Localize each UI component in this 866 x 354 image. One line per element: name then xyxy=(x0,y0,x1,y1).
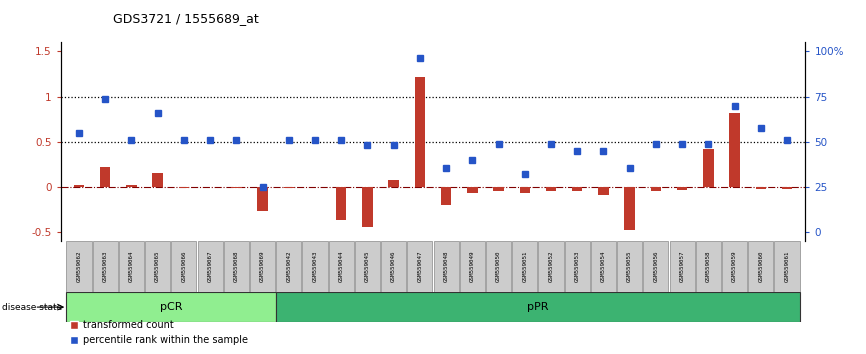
Bar xyxy=(336,187,346,220)
Text: GSM559058: GSM559058 xyxy=(706,251,711,282)
Text: GSM559068: GSM559068 xyxy=(234,251,239,282)
Bar xyxy=(66,292,275,322)
Text: GSM559066: GSM559066 xyxy=(181,251,186,282)
Bar xyxy=(257,187,268,211)
Bar xyxy=(591,241,616,292)
Bar xyxy=(362,187,372,227)
Text: GSM559043: GSM559043 xyxy=(313,251,318,282)
Bar xyxy=(539,241,564,292)
Text: GSM559045: GSM559045 xyxy=(365,251,370,282)
Bar xyxy=(729,113,740,187)
Bar xyxy=(415,77,425,187)
Text: GSM559054: GSM559054 xyxy=(601,251,606,282)
Bar xyxy=(152,173,163,187)
Text: GSM559051: GSM559051 xyxy=(522,251,527,282)
Bar xyxy=(231,187,242,188)
Bar xyxy=(93,241,118,292)
Bar xyxy=(669,241,695,292)
Bar xyxy=(250,241,275,292)
Bar xyxy=(572,187,583,191)
Text: GSM559069: GSM559069 xyxy=(260,251,265,282)
Bar xyxy=(494,187,504,191)
Text: GSM559047: GSM559047 xyxy=(417,251,423,282)
Text: GSM559062: GSM559062 xyxy=(76,251,81,282)
Text: GSM559046: GSM559046 xyxy=(391,251,396,282)
Text: GSM559067: GSM559067 xyxy=(208,251,212,282)
Text: pPR: pPR xyxy=(527,302,549,312)
Bar xyxy=(100,167,111,187)
Text: GSM559065: GSM559065 xyxy=(155,251,160,282)
Bar xyxy=(677,187,688,190)
Bar xyxy=(512,241,538,292)
Text: GSM559050: GSM559050 xyxy=(496,251,501,282)
Bar xyxy=(650,187,661,191)
Bar xyxy=(223,241,249,292)
Bar xyxy=(703,149,714,187)
Text: GSM559042: GSM559042 xyxy=(287,251,291,282)
Text: GSM559048: GSM559048 xyxy=(443,251,449,282)
Text: disease state: disease state xyxy=(2,303,62,312)
Text: GSM559057: GSM559057 xyxy=(680,251,685,282)
Text: GSM559056: GSM559056 xyxy=(654,251,658,282)
Text: GSM559064: GSM559064 xyxy=(129,251,134,282)
Bar xyxy=(598,187,609,195)
Bar xyxy=(355,241,380,292)
Text: GSM559061: GSM559061 xyxy=(785,251,790,282)
Bar xyxy=(302,241,327,292)
Bar xyxy=(774,241,799,292)
Bar xyxy=(486,241,511,292)
Bar xyxy=(67,241,92,292)
Bar xyxy=(520,187,530,193)
Bar xyxy=(467,187,477,193)
Bar xyxy=(624,187,635,230)
Bar xyxy=(171,241,197,292)
Text: GSM559060: GSM559060 xyxy=(759,251,763,282)
Bar xyxy=(276,241,301,292)
Bar xyxy=(748,241,773,292)
Bar xyxy=(407,241,432,292)
Bar xyxy=(441,187,451,205)
Text: GSM559063: GSM559063 xyxy=(103,251,107,282)
Text: GSM559059: GSM559059 xyxy=(732,251,737,282)
Text: GSM559053: GSM559053 xyxy=(575,251,579,282)
Bar xyxy=(119,241,144,292)
Text: GDS3721 / 1555689_at: GDS3721 / 1555689_at xyxy=(113,12,258,25)
Text: GSM559052: GSM559052 xyxy=(548,251,553,282)
Bar xyxy=(283,187,294,188)
Bar xyxy=(275,292,800,322)
Bar xyxy=(197,241,223,292)
Bar xyxy=(389,180,399,187)
Text: GSM559055: GSM559055 xyxy=(627,251,632,282)
Bar xyxy=(695,241,721,292)
Text: GSM559044: GSM559044 xyxy=(339,251,344,282)
Bar xyxy=(460,241,485,292)
Text: pCR: pCR xyxy=(159,302,182,312)
Bar xyxy=(145,241,171,292)
Bar xyxy=(755,187,766,189)
Bar xyxy=(328,241,354,292)
Bar xyxy=(722,241,747,292)
Bar xyxy=(434,241,459,292)
Bar xyxy=(643,241,669,292)
Bar xyxy=(565,241,590,292)
Bar xyxy=(617,241,643,292)
Bar xyxy=(546,187,556,191)
Bar xyxy=(126,185,137,187)
Bar xyxy=(381,241,406,292)
Legend: transformed count, percentile rank within the sample: transformed count, percentile rank withi… xyxy=(66,316,252,349)
Bar xyxy=(74,185,84,187)
Text: GSM559049: GSM559049 xyxy=(470,251,475,282)
Bar xyxy=(178,187,189,188)
Bar xyxy=(782,187,792,189)
